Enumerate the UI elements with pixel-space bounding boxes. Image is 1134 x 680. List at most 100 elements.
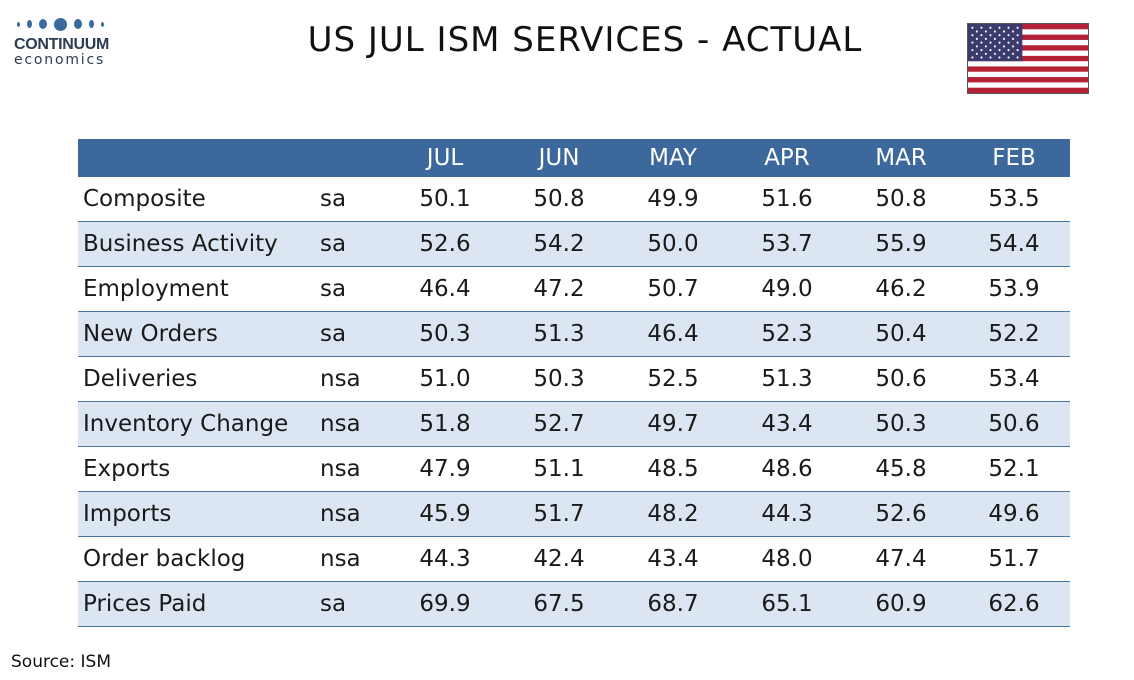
- logo-subtitle: economics: [14, 52, 106, 68]
- column-header-jun: JUN: [502, 139, 616, 177]
- value-cell-jun: 67.5: [502, 581, 616, 627]
- row-adjustment: sa: [318, 581, 388, 627]
- row-adjustment: nsa: [318, 356, 388, 402]
- column-header-may: MAY: [616, 139, 730, 177]
- value-cell-feb: 49.6: [958, 491, 1070, 537]
- row-adjustment: nsa: [318, 491, 388, 537]
- value-cell-apr: 44.3: [730, 491, 844, 537]
- value-cell-jun: 54.2: [502, 221, 616, 267]
- value-cell-feb: 53.4: [958, 356, 1070, 402]
- value-cell-apr: 52.3: [730, 311, 844, 357]
- value-cell-may: 50.7: [616, 266, 730, 312]
- source-note: Source: ISM: [11, 652, 111, 672]
- value-cell-jul: 69.9: [388, 581, 502, 627]
- value-cell-feb: 54.4: [958, 221, 1070, 267]
- value-cell-feb: 52.1: [958, 446, 1070, 492]
- row-adjustment: sa: [318, 221, 388, 267]
- value-cell-jun: 51.7: [502, 491, 616, 537]
- value-cell-mar: 50.8: [844, 177, 958, 222]
- value-cell-apr: 51.6: [730, 177, 844, 222]
- table-row: Order backlog nsa 44.3 42.4 43.4 48.0 47.4 51.7: [78, 536, 1070, 582]
- table-header-row: JUL JUN MAY APR MAR FEB: [78, 139, 1070, 177]
- value-cell-jun: 51.3: [502, 311, 616, 357]
- value-cell-feb: 53.5: [958, 177, 1070, 222]
- us-flag-icon: [967, 23, 1089, 94]
- ism-services-table: JUL JUN MAY APR MAR FEB Composite sa 50.1 50.8 49…: [78, 139, 1070, 627]
- row-label: Deliveries: [78, 356, 318, 402]
- value-cell-jul: 50.3: [388, 311, 502, 357]
- value-cell-jul: 52.6: [388, 221, 502, 267]
- value-cell-mar: 50.3: [844, 401, 958, 447]
- value-cell-jul: 46.4: [388, 266, 502, 312]
- row-adjustment: sa: [318, 266, 388, 312]
- value-cell-may: 49.7: [616, 401, 730, 447]
- row-label: Employment: [78, 266, 318, 312]
- value-cell-may: 68.7: [616, 581, 730, 627]
- value-cell-mar: 47.4: [844, 536, 958, 582]
- logo-name: CONTINUUM: [14, 36, 110, 53]
- table-row: Imports nsa 45.9 51.7 48.2 44.3 52.6 49.6: [78, 491, 1070, 537]
- value-cell-jun: 51.1: [502, 446, 616, 492]
- value-cell-jul: 51.0: [388, 356, 502, 402]
- value-cell-may: 48.2: [616, 491, 730, 537]
- row-label: Business Activity: [78, 221, 318, 267]
- value-cell-feb: 52.2: [958, 311, 1070, 357]
- value-cell-may: 48.5: [616, 446, 730, 492]
- value-cell-jun: 47.2: [502, 266, 616, 312]
- value-cell-may: 50.0: [616, 221, 730, 267]
- page-title: US JUL ISM SERVICES - ACTUAL: [307, 20, 863, 60]
- value-cell-jul: 45.9: [388, 491, 502, 537]
- table-row: Inventory Change nsa 51.8 52.7 49.7 43.4 50.3 5…: [78, 401, 1070, 447]
- column-header-apr: APR: [730, 139, 844, 177]
- value-cell-mar: 55.9: [844, 221, 958, 267]
- column-header-jul: JUL: [388, 139, 502, 177]
- value-cell-may: 52.5: [616, 356, 730, 402]
- row-label: Imports: [78, 491, 318, 537]
- column-header-mar: MAR: [844, 139, 958, 177]
- value-cell-mar: 50.6: [844, 356, 958, 402]
- table-row: Prices Paid sa 69.9 67.5 68.7 65.1 60.9 62.6: [78, 581, 1070, 627]
- row-label: Exports: [78, 446, 318, 492]
- value-cell-apr: 49.0: [730, 266, 844, 312]
- header-label-blank: [78, 139, 318, 177]
- value-cell-feb: 62.6: [958, 581, 1070, 627]
- value-cell-mar: 52.6: [844, 491, 958, 537]
- value-cell-jul: 44.3: [388, 536, 502, 582]
- value-cell-mar: 50.4: [844, 311, 958, 357]
- value-cell-may: 46.4: [616, 311, 730, 357]
- value-cell-may: 43.4: [616, 536, 730, 582]
- value-cell-jul: 47.9: [388, 446, 502, 492]
- row-adjustment: nsa: [318, 536, 388, 582]
- value-cell-mar: 46.2: [844, 266, 958, 312]
- row-label: Inventory Change: [78, 401, 318, 447]
- row-adjustment: sa: [318, 177, 388, 222]
- value-cell-feb: 53.9: [958, 266, 1070, 312]
- value-cell-apr: 65.1: [730, 581, 844, 627]
- value-cell-feb: 50.6: [958, 401, 1070, 447]
- row-label: Order backlog: [78, 536, 318, 582]
- continuum-logo: CONTINUUM economics: [14, 14, 144, 68]
- value-cell-jul: 51.8: [388, 401, 502, 447]
- value-cell-apr: 48.6: [730, 446, 844, 492]
- table-row: New Orders sa 50.3 51.3 46.4 52.3 50.4 52.2: [78, 311, 1070, 357]
- column-header-feb: FEB: [958, 139, 1070, 177]
- value-cell-jul: 50.1: [388, 177, 502, 222]
- table-row: Deliveries nsa 51.0 50.3 52.5 51.3 50.6 53.4: [78, 356, 1070, 402]
- table-row: Employment sa 46.4 47.2 50.7 49.0 46.2 53.9: [78, 266, 1070, 312]
- value-cell-jun: 52.7: [502, 401, 616, 447]
- row-adjustment: sa: [318, 311, 388, 357]
- row-adjustment: nsa: [318, 446, 388, 492]
- value-cell-mar: 60.9: [844, 581, 958, 627]
- row-label: New Orders: [78, 311, 318, 357]
- header-adj-blank: [318, 139, 388, 177]
- logo-dots-icon: [14, 14, 144, 34]
- row-adjustment: nsa: [318, 401, 388, 447]
- table-row: Business Activity sa 52.6 54.2 50.0 53.7 55.9 5…: [78, 221, 1070, 267]
- value-cell-apr: 53.7: [730, 221, 844, 267]
- value-cell-may: 49.9: [616, 177, 730, 222]
- value-cell-apr: 51.3: [730, 356, 844, 402]
- value-cell-apr: 43.4: [730, 401, 844, 447]
- value-cell-jun: 50.3: [502, 356, 616, 402]
- value-cell-mar: 45.8: [844, 446, 958, 492]
- table-row: Exports nsa 47.9 51.1 48.5 48.6 45.8 52.1: [78, 446, 1070, 492]
